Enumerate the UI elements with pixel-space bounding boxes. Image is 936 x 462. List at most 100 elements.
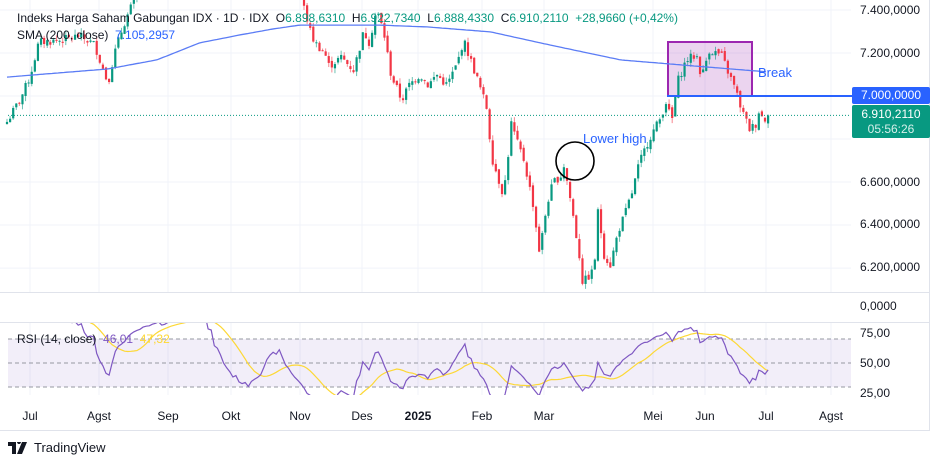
time-tick: Okt <box>222 409 241 423</box>
candle-body <box>609 262 612 268</box>
candle-body <box>695 56 699 58</box>
candle-body <box>330 60 333 68</box>
break-label[interactable]: Break <box>758 65 792 80</box>
candle-body <box>405 88 408 100</box>
tradingview-logo[interactable]: TradingView <box>8 440 106 455</box>
candles <box>5 0 770 289</box>
candle-body <box>603 233 606 259</box>
candle-body <box>117 37 120 48</box>
price-tick: 7.400,0000 <box>860 3 920 17</box>
candle-body <box>432 77 436 80</box>
candle-body <box>454 65 457 70</box>
price-axis[interactable]: 7.400,0000 7.200,0000 6.600,0000 6.400,0… <box>860 3 920 400</box>
candle-body <box>352 70 355 73</box>
candle-body <box>630 193 634 199</box>
candle-body <box>507 157 510 181</box>
candle-body <box>624 207 627 216</box>
candle-body <box>457 56 460 64</box>
candle-body <box>488 109 491 140</box>
lower-high-circle[interactable] <box>555 141 595 181</box>
candle-body <box>98 54 101 63</box>
candle-body <box>531 185 535 207</box>
candle-body <box>485 95 488 109</box>
candle-body <box>442 77 445 85</box>
sma-legend[interactable]: SMA (200, close) 7.105,2957 <box>17 28 175 42</box>
candle-body <box>726 60 729 74</box>
candle-body <box>742 107 745 112</box>
candle-body <box>36 43 40 61</box>
candle-body <box>24 82 27 97</box>
candle-body <box>559 177 562 181</box>
candle-body <box>711 54 714 56</box>
candle-body <box>445 82 448 84</box>
symbol-legend[interactable]: Indeks Harga Saham Gabungan IDX · 1D · I… <box>17 11 678 25</box>
sma-line <box>6 24 767 78</box>
candle-body <box>500 184 504 195</box>
candle-body <box>658 119 661 124</box>
candle-body <box>550 184 553 201</box>
change-value: +28,9660 (+0,42%) <box>575 11 678 25</box>
candle-body <box>522 147 525 161</box>
candle-body <box>411 81 414 85</box>
candle-body <box>627 199 630 209</box>
rsi-legend[interactable]: RSI (14, close) 46,01 47,32 <box>17 332 170 346</box>
candle-body <box>448 78 451 82</box>
high-label: H <box>351 11 361 25</box>
candle-body <box>364 33 367 39</box>
candle-body <box>729 73 733 77</box>
candle-body <box>633 178 637 195</box>
lower-high-label[interactable]: Lower high <box>583 131 647 146</box>
candle-body <box>83 34 86 40</box>
open-label: O <box>275 11 286 25</box>
candle-body <box>686 61 689 63</box>
candle-body <box>120 32 123 40</box>
candle-body <box>720 51 723 53</box>
candle-body <box>513 122 516 132</box>
candle-body <box>343 55 346 60</box>
rsi-line <box>71 323 769 395</box>
candle-body <box>77 34 80 38</box>
candle-body <box>327 56 330 63</box>
candle-body <box>482 87 485 95</box>
candle-body <box>739 90 742 108</box>
candle-body <box>370 32 374 47</box>
close-value: 6.910,2110 <box>509 11 569 25</box>
candle-body <box>5 121 9 125</box>
candle-body <box>414 81 417 83</box>
level-badge: 7.000,0000 <box>852 87 930 104</box>
candle-body <box>578 239 581 259</box>
candle-body <box>754 124 757 128</box>
candle-body <box>389 51 392 76</box>
sma-label: SMA (200, close) <box>17 28 109 42</box>
sma-value: 7.105,2957 <box>115 28 176 42</box>
candle-body <box>587 274 590 280</box>
candle-body <box>426 82 429 88</box>
candle-body <box>760 111 764 117</box>
candle-body <box>312 26 315 42</box>
candle-body <box>80 32 83 38</box>
candle-body <box>358 50 361 59</box>
time-tick: Jul <box>22 409 37 423</box>
candle-body <box>504 180 507 195</box>
candle-body <box>12 107 15 119</box>
candle-body <box>349 66 352 70</box>
candle-body <box>318 42 321 52</box>
candle-body <box>702 69 705 73</box>
candle-body <box>463 40 466 52</box>
candle-body <box>599 209 603 234</box>
candle-body <box>321 50 324 52</box>
low-label: L <box>427 11 434 25</box>
candle-body <box>757 113 760 130</box>
candle-body <box>469 56 473 59</box>
open-value: 6.898,6310 <box>285 11 346 25</box>
price-tick: 6.200,0000 <box>860 260 920 274</box>
candle-body <box>123 26 126 34</box>
candle-body <box>491 140 494 165</box>
candle-body <box>565 168 569 181</box>
candle-body <box>43 37 46 45</box>
time-axis[interactable]: Jul Agst Sep Okt Nov Des 2025 Feb Mar Mei Jun Jul Ag… <box>22 409 843 423</box>
candle-body <box>736 86 739 93</box>
candle-body <box>15 103 18 108</box>
rsi-ma-value: 47,32 <box>139 332 170 346</box>
